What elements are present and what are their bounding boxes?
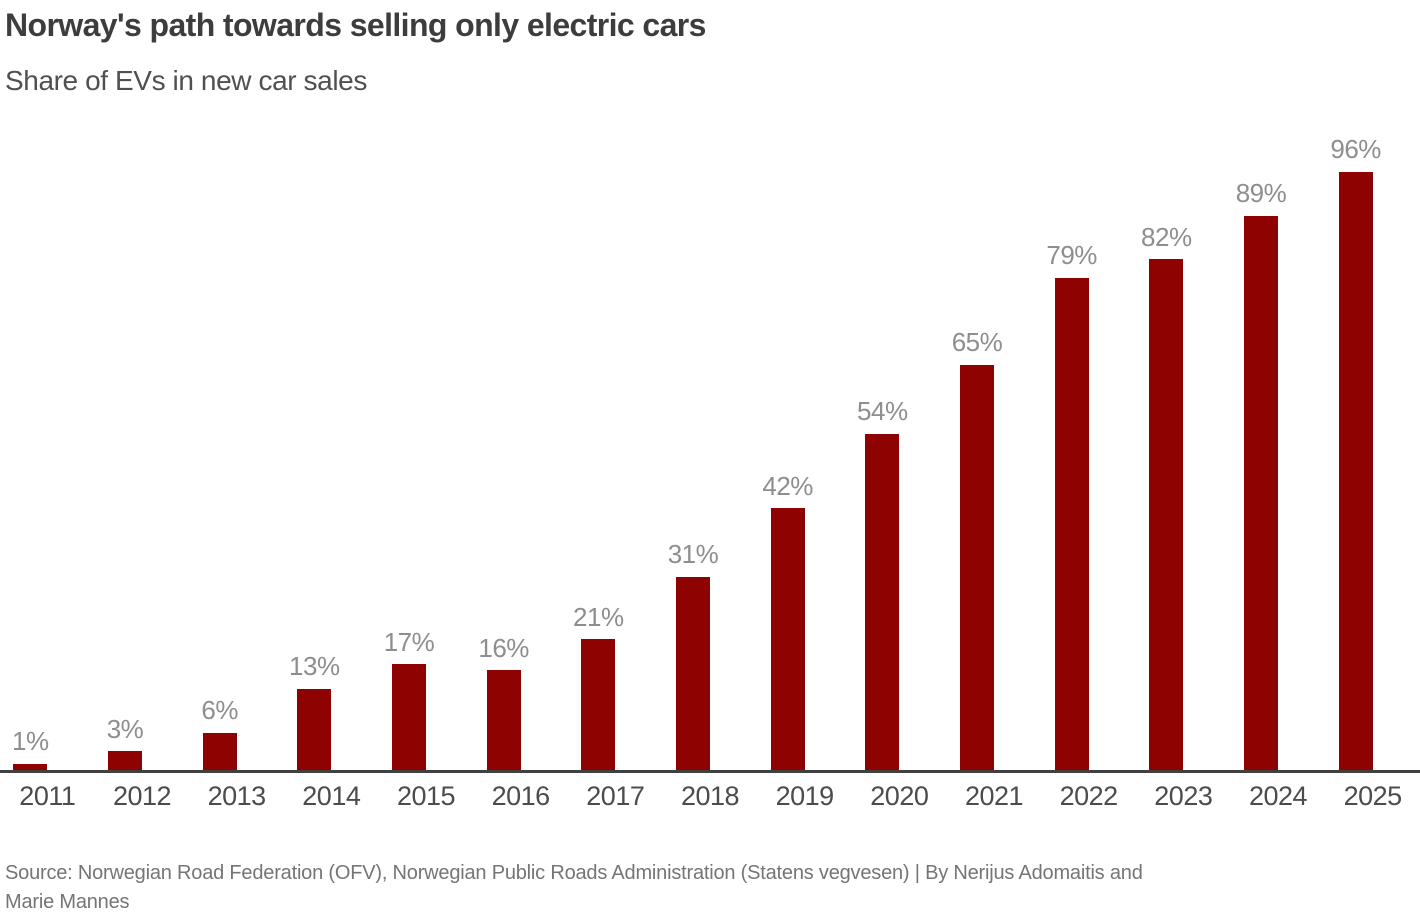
- bar-value-label: 16%: [478, 632, 529, 663]
- bar-2023: [1149, 259, 1184, 770]
- bar-2012: [108, 751, 142, 770]
- x-tick-label: 2021: [964, 781, 1024, 811]
- bar-2021: [960, 365, 994, 770]
- source-line-2: Marie Mannes: [5, 891, 130, 913]
- bar-2022: [1054, 277, 1089, 770]
- x-tick-label: 2012: [112, 781, 172, 811]
- bar-2017: [581, 639, 616, 770]
- bar-2025: [1338, 171, 1373, 770]
- x-axis-line: [0, 770, 1420, 773]
- bar-value-label: 65%: [951, 327, 1003, 358]
- plot-area: 1% 3% 6% 13% 17% 16% 21% 31% 42% 54% 65% 79% 82% 89% 9…: [0, 135, 1420, 770]
- chart-subtitle: Share of EVs in new car sales: [5, 65, 367, 96]
- bar-value-label: 96%: [1330, 134, 1381, 165]
- x-tick-label: 2024: [1248, 781, 1308, 811]
- bar-value-label: 89%: [1235, 177, 1287, 208]
- x-tick-label: 2025: [1343, 781, 1403, 811]
- x-axis-labels: 2011 2012 2013 2014 2015 2016 2017 2018 2019 2020…: [0, 781, 1420, 817]
- bar-value-label: 6%: [201, 695, 238, 726]
- x-tick-label: 2011: [19, 781, 76, 811]
- x-tick-label: 2018: [680, 781, 740, 811]
- bar-value-label: 54%: [857, 396, 908, 426]
- bar-value-label: 3%: [106, 713, 144, 744]
- bar-value-label: 17%: [383, 626, 435, 657]
- bar-2018: [676, 576, 710, 770]
- x-tick-label: 2013: [207, 781, 267, 811]
- bar-value-label: 42%: [762, 470, 813, 501]
- bar-value-label: 21%: [573, 601, 624, 632]
- x-tick-label: 2020: [870, 781, 929, 811]
- x-tick-label: 2016: [491, 781, 551, 811]
- bar-2020: [865, 433, 900, 770]
- x-tick-label: 2015: [396, 781, 456, 811]
- bar-value-label: 1%: [12, 726, 49, 757]
- bar-2016: [486, 670, 521, 770]
- x-tick-label: 2019: [775, 781, 835, 811]
- bar-2011: [13, 763, 48, 770]
- bar-2019: [770, 508, 805, 770]
- bar-value-label: 13%: [289, 651, 340, 682]
- bar-value-label: 31%: [667, 539, 719, 570]
- bar-2014: [297, 689, 332, 770]
- x-tick-label: 2017: [586, 781, 645, 811]
- x-tick-label: 2023: [1154, 781, 1213, 811]
- source-note: Source: Norwegian Road Federation (OFV),…: [5, 859, 1143, 917]
- x-tick-label: 2014: [302, 781, 361, 811]
- chart-title: Norway's path towards selling only elect…: [5, 7, 706, 43]
- source-line-1: Source: Norwegian Road Federation (OFV),…: [5, 862, 1143, 884]
- bar-2024: [1244, 215, 1278, 770]
- bar-2015: [392, 664, 426, 770]
- bar-value-label: 82%: [1141, 221, 1192, 252]
- x-tick-label: 2022: [1059, 781, 1119, 811]
- bar-value-label: 79%: [1046, 240, 1097, 271]
- bar-2013: [202, 732, 237, 770]
